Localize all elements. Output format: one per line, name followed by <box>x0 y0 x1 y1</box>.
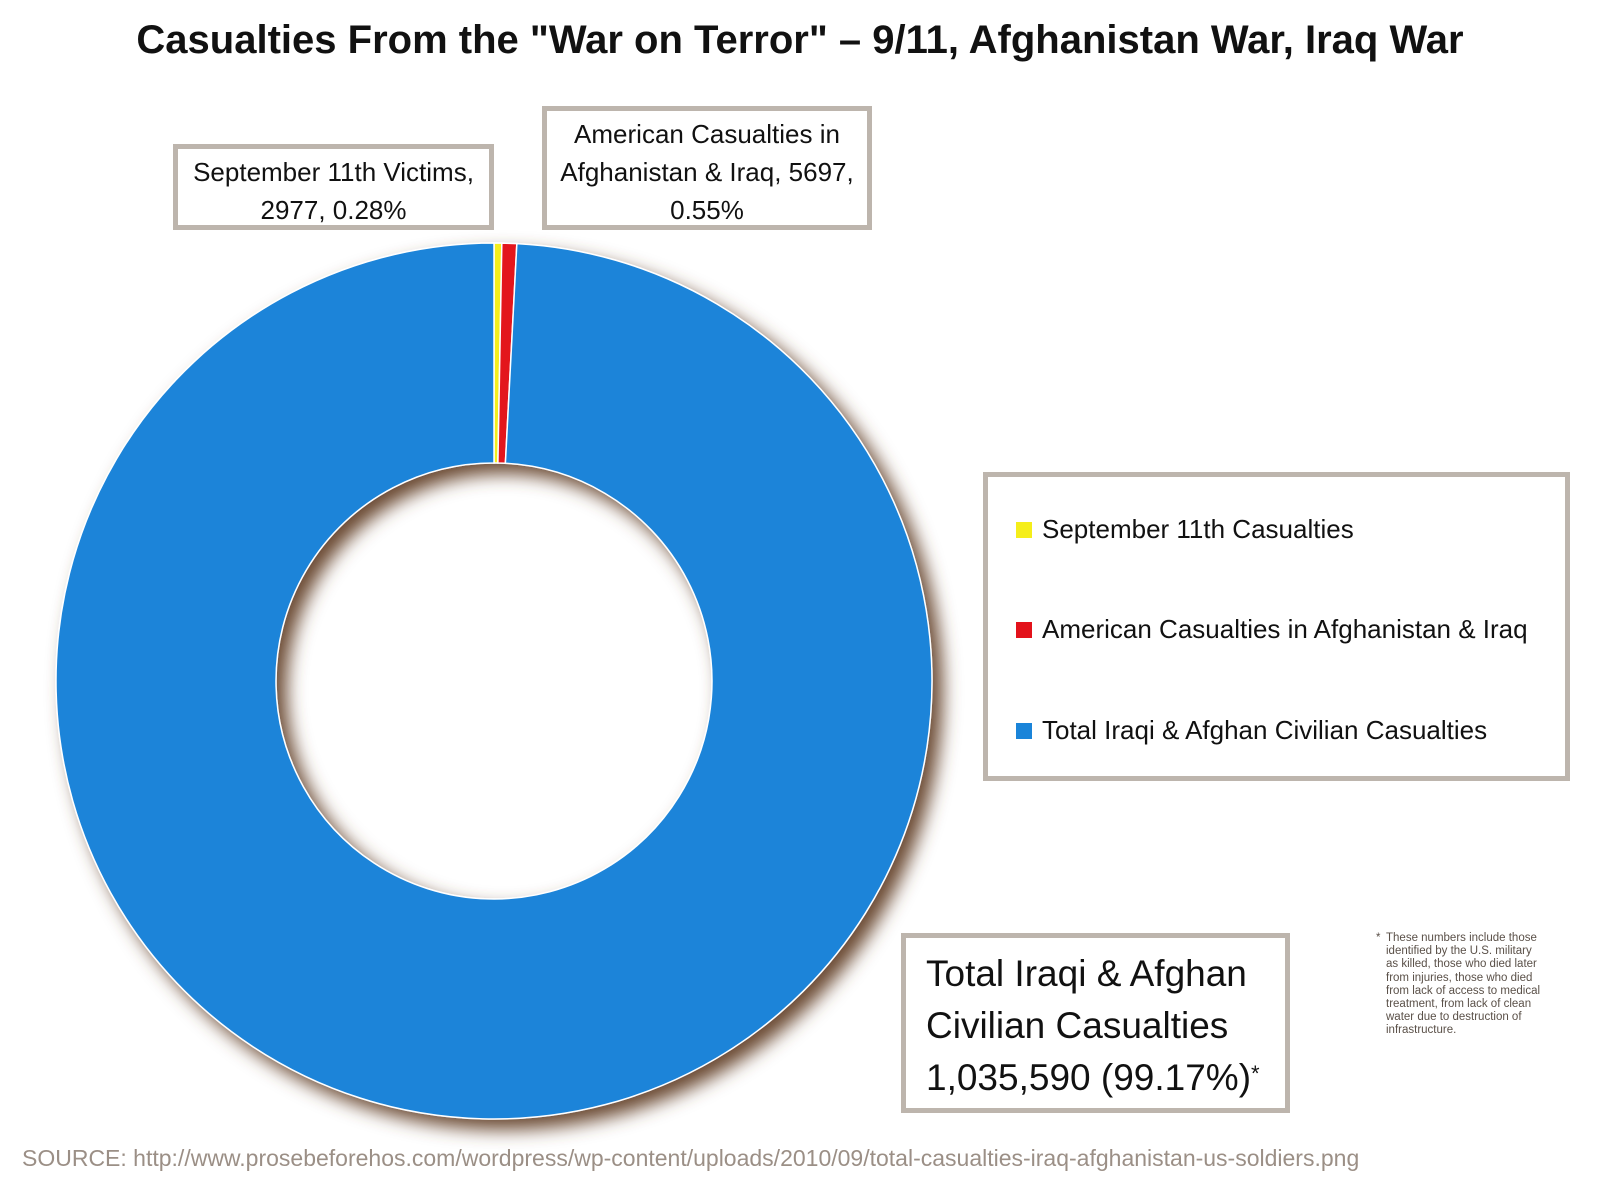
footnote-line: as killed, those who died later <box>1386 958 1537 971</box>
source-citation: SOURCE: http://www.prosebeforehos.com/wo… <box>22 1145 1360 1171</box>
legend-label-american: American Casualties in Afghanistan & Ira… <box>1042 614 1528 644</box>
legend-label-civilian: Total Iraqi & Afghan Civilian Casualties <box>1042 715 1488 745</box>
legend-item-sept11: September 11th Casualties <box>1016 514 1354 545</box>
legend-item-civilian: Total Iraqi & Afghan Civilian Casualties <box>1016 715 1487 746</box>
data-label-civilian-line2: Civilian Casualties <box>926 1005 1229 1046</box>
footnote-line: infrastructure. <box>1386 1024 1457 1037</box>
footnote-line: from injuries, those who died <box>1386 971 1533 984</box>
legend-swatch-sept11 <box>1016 521 1032 538</box>
legend-swatch-american <box>1016 621 1032 638</box>
data-label-american-line3: 0.55% <box>670 195 744 225</box>
data-label-sept11-line2: 2977, 0.28% <box>260 195 407 225</box>
data-label-sept11: September 11th Victims, 2977, 0.28% <box>173 144 494 230</box>
footnote-line: treatment, from lack of clean <box>1386 998 1532 1011</box>
slice-civilian <box>55 242 933 1120</box>
footnote-line: water due to destruction of <box>1386 1011 1522 1024</box>
data-label-civilian-asterisk: * <box>1251 1061 1260 1086</box>
chart-title: Casualties From the "War on Terror" – 9/… <box>136 18 1464 62</box>
legend-label-sept11: September 11th Casualties <box>1042 514 1354 544</box>
footnote-line: from lack of access to medical <box>1386 984 1541 997</box>
footnote-asterisk: * <box>1376 932 1381 944</box>
data-label-american-line2: Afghanistan & Iraq, 5697, <box>560 157 854 187</box>
donut-slices <box>55 242 933 1120</box>
data-label-civilian-line1: Total Iraqi & Afghan <box>926 953 1247 994</box>
footnote-line: These numbers include those <box>1386 932 1537 944</box>
data-label-civilian-line3: 1,035,590 (99.17%)* <box>926 1052 1285 1104</box>
legend-item-american: American Casualties in Afghanistan & Ira… <box>1016 614 1528 645</box>
footnote-line: identified by the U.S. military <box>1386 945 1532 958</box>
data-label-american-line1: American Casualties in <box>574 119 840 149</box>
footnote: * These numbers include those identified… <box>1376 932 1586 1038</box>
data-label-civilian-value: 1,035,590 (99.17%) <box>926 1057 1252 1098</box>
legend: September 11th Casualties American Casua… <box>983 472 1570 781</box>
data-label-american: American Casualties in Afghanistan & Ira… <box>542 106 872 230</box>
legend-swatch-civilian <box>1016 722 1032 739</box>
data-label-civilian: Total Iraqi & Afghan Civilian Casualties… <box>901 933 1290 1113</box>
data-label-sept11-line1: September 11th Victims, <box>193 157 474 187</box>
